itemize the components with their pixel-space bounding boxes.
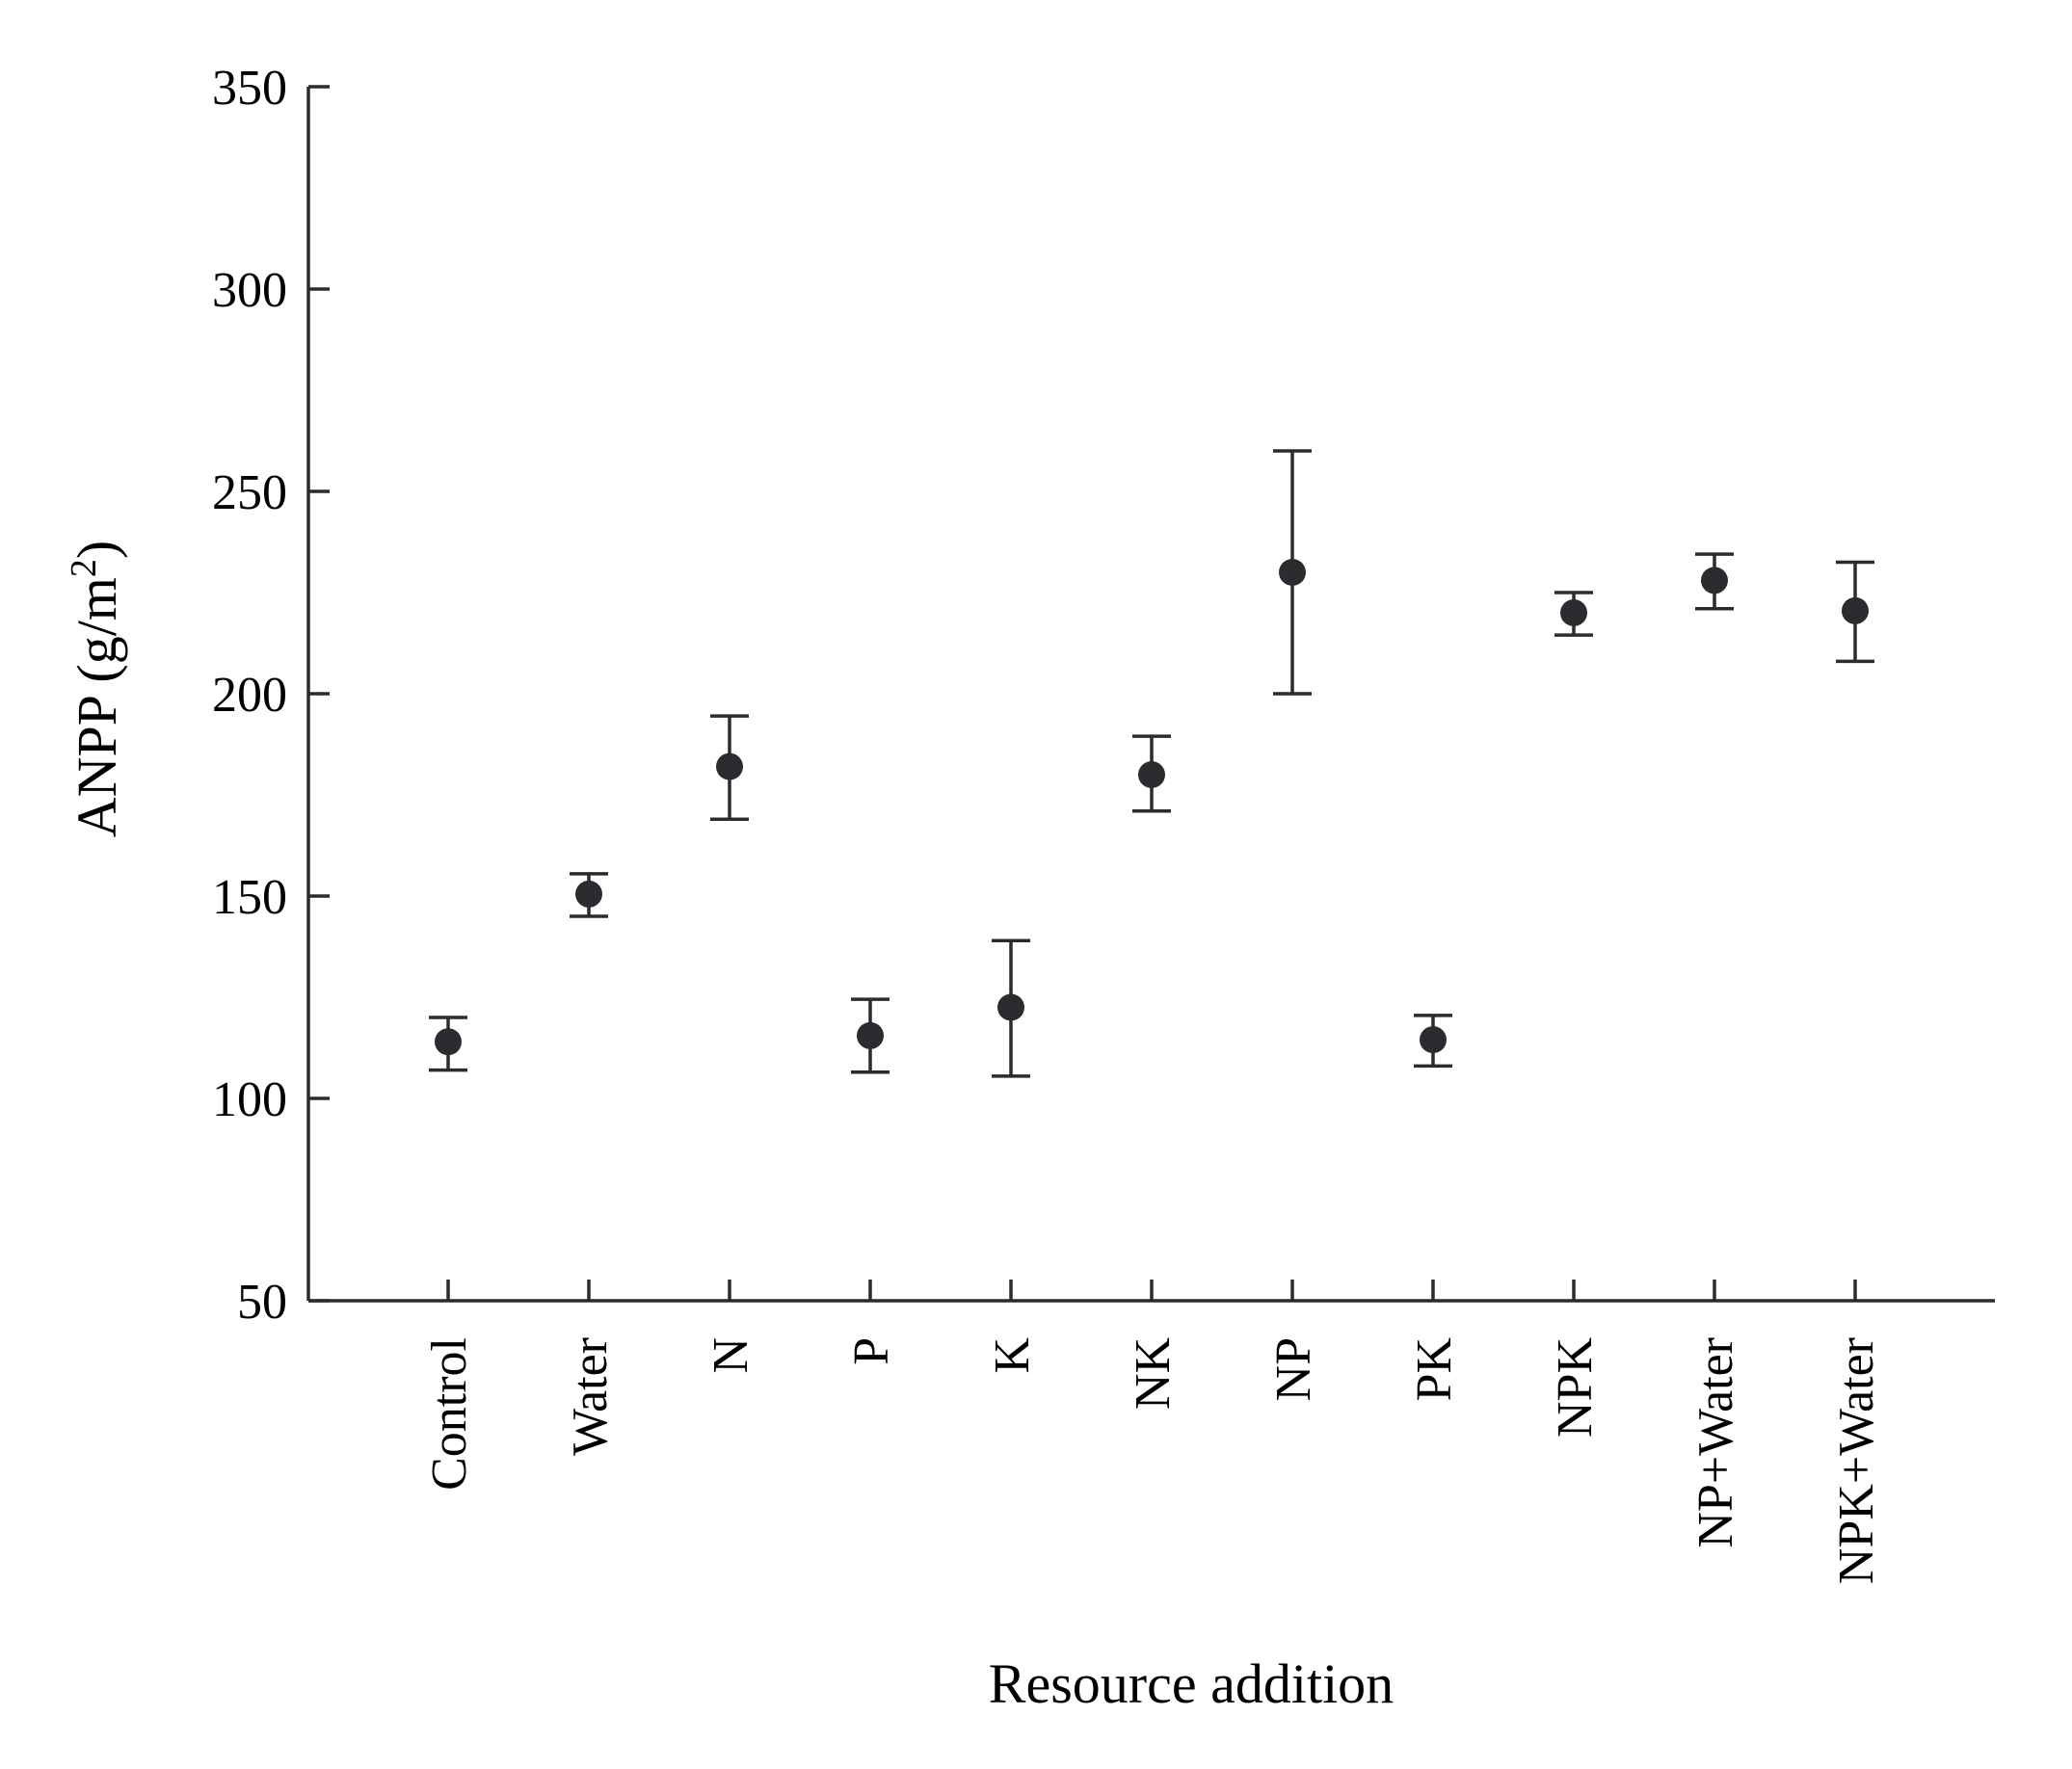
x-tick-label: NPK (1548, 1337, 1603, 1438)
axes (306, 87, 1995, 1303)
y-tick-label: 200 (212, 668, 287, 723)
data-point (1420, 1026, 1447, 1054)
y-ticks: 50 100 150 200 250 300 350 (212, 61, 330, 1330)
y-axis-title-main: ANPP (g/m (66, 577, 128, 837)
x-tick-label: Water (563, 1337, 618, 1456)
data-point (1560, 599, 1587, 626)
y-axis-title-superscript: 2 (64, 559, 104, 577)
points (435, 559, 1869, 1056)
x-axis-title: Resource addition (989, 1652, 1394, 1715)
data-point (997, 993, 1024, 1021)
x-tick-label: N (704, 1337, 758, 1374)
x-tick-label: NPK+Water (1829, 1337, 1884, 1584)
data-point (857, 1021, 884, 1049)
x-tick-label: K (985, 1337, 1040, 1374)
y-tick-label: 350 (212, 61, 287, 116)
data-point (716, 752, 743, 780)
x-tick-label: Control (422, 1337, 477, 1491)
y-axis-title-close: ) (66, 541, 128, 559)
y-tick-label: 50 (237, 1275, 287, 1330)
data-point (1279, 559, 1306, 586)
x-tick-label: NP+Water (1688, 1337, 1743, 1548)
y-tick-label: 150 (212, 870, 287, 925)
data-point (575, 880, 602, 908)
data-point (1138, 761, 1165, 788)
data-point (1701, 567, 1728, 594)
x-ticks: Control Water N P K NK NP PK NPK NP+Water NPK+Wate… (422, 1280, 1884, 1584)
y-tick-label: 300 (212, 263, 287, 318)
x-tick-label: NP (1266, 1337, 1321, 1401)
data-point (435, 1028, 462, 1056)
x-tick-label: P (844, 1337, 899, 1365)
data-point (1842, 596, 1869, 624)
y-tick-label: 250 (212, 465, 287, 520)
x-tick-label: NK (1126, 1337, 1181, 1411)
y-tick-label: 100 (212, 1072, 287, 1127)
x-tick-label: PK (1407, 1337, 1462, 1402)
y-axis-title: ANPP (g/m2) (64, 541, 128, 838)
